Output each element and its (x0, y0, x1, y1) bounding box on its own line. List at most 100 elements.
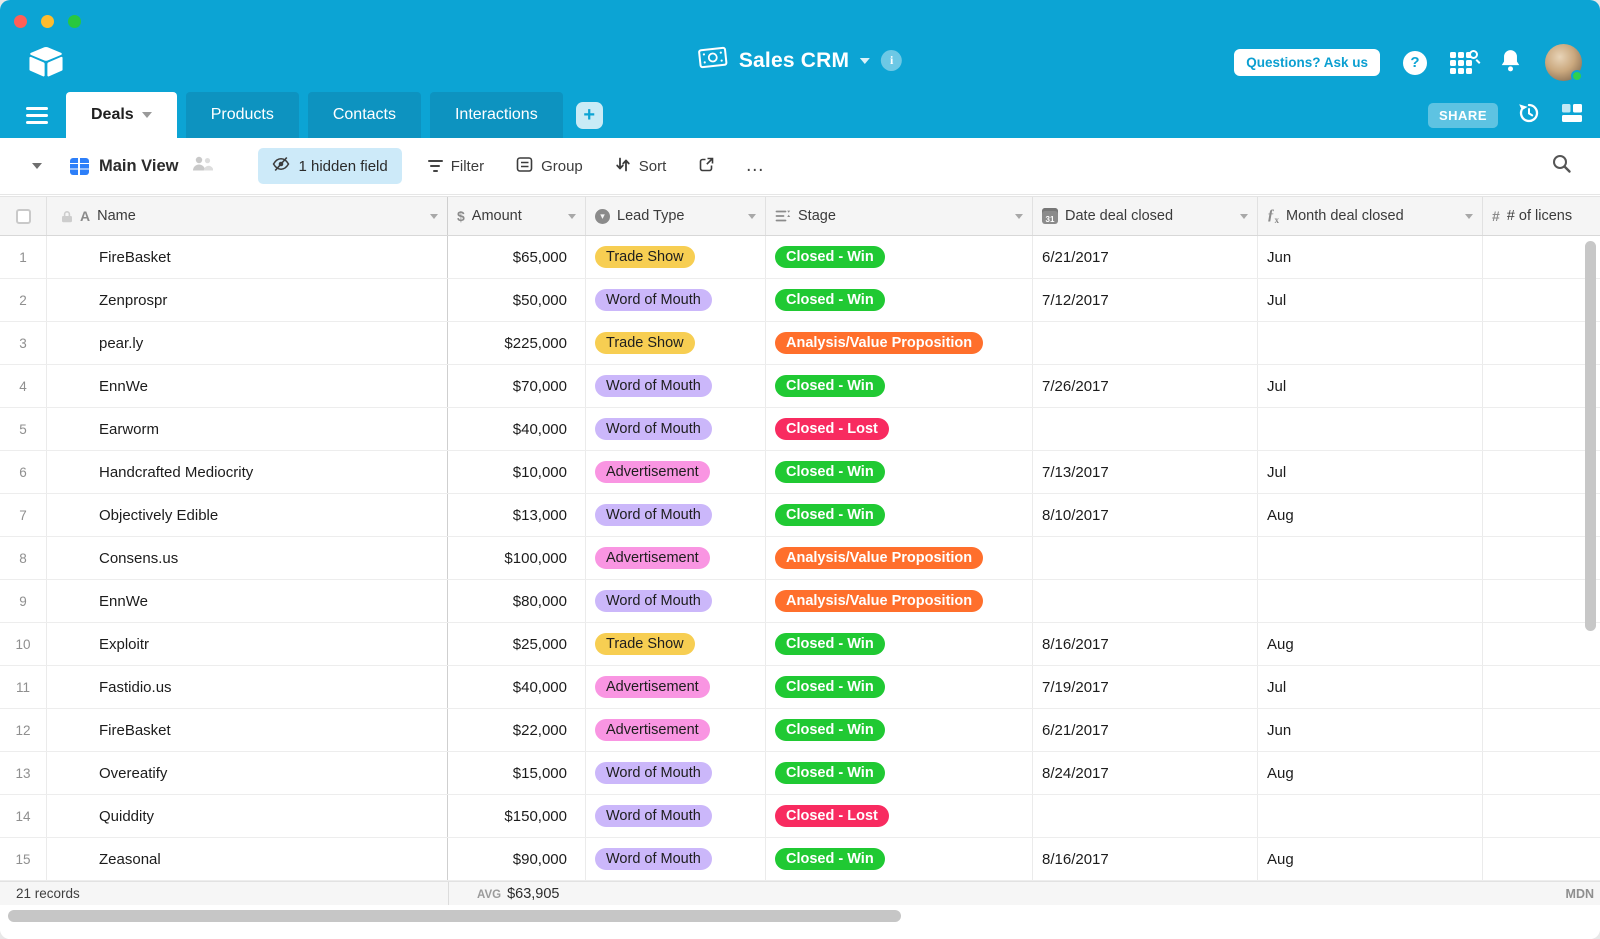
close-window-button[interactable] (14, 15, 27, 28)
cell-date_closed[interactable]: 8/16/2017 (1033, 838, 1258, 880)
cell-stage[interactable]: Closed - Win (766, 838, 1033, 880)
row-number[interactable]: 5 (0, 408, 47, 450)
row-number[interactable]: 9 (0, 580, 47, 622)
cell-licenses[interactable] (1483, 279, 1600, 321)
cell-lead_type[interactable]: Trade Show (586, 623, 766, 665)
cell-month_closed[interactable]: Aug (1258, 752, 1483, 794)
help-icon[interactable]: ? (1403, 50, 1427, 75)
cell-name[interactable]: Exploitr (47, 623, 448, 665)
filter-button[interactable]: Filter (427, 158, 484, 175)
cell-licenses[interactable] (1483, 494, 1600, 536)
column-menu-caret-icon[interactable] (430, 213, 438, 219)
cell-name[interactable]: FireBasket (47, 236, 448, 278)
cell-name[interactable]: EnnWe (47, 365, 448, 407)
cell-licenses[interactable] (1483, 666, 1600, 708)
cell-stage[interactable]: Closed - Lost (766, 408, 1033, 450)
cell-licenses[interactable] (1483, 236, 1600, 278)
cell-date_closed[interactable] (1033, 537, 1258, 579)
avatar[interactable] (1545, 44, 1583, 82)
cell-lead_type[interactable]: Advertisement (586, 709, 766, 751)
row-number[interactable]: 6 (0, 451, 47, 493)
row-number[interactable]: 7 (0, 494, 47, 536)
cell-name[interactable]: pear.ly (47, 322, 448, 364)
cell-name[interactable]: Zenprospr (47, 279, 448, 321)
cell-lead_type[interactable]: Word of Mouth (586, 752, 766, 794)
column-menu-caret-icon[interactable] (568, 213, 576, 219)
cell-licenses[interactable] (1483, 365, 1600, 407)
cell-name[interactable]: Overeatify (47, 752, 448, 794)
airtable-logo-icon[interactable] (28, 46, 64, 82)
cell-month_closed[interactable] (1258, 322, 1483, 364)
base-menu-caret-icon[interactable] (860, 57, 871, 64)
cell-stage[interactable]: Closed - Win (766, 666, 1033, 708)
cell-month_closed[interactable] (1258, 537, 1483, 579)
cell-lead_type[interactable]: Word of Mouth (586, 408, 766, 450)
cell-licenses[interactable] (1483, 408, 1600, 450)
row-number[interactable]: 2 (0, 279, 47, 321)
amount-summary[interactable]: AVG $63,905 (477, 886, 560, 902)
cell-licenses[interactable] (1483, 580, 1600, 622)
cell-stage[interactable]: Closed - Win (766, 451, 1033, 493)
cell-name[interactable]: Handcrafted Mediocrity (47, 451, 448, 493)
cell-name[interactable]: Consens.us (47, 537, 448, 579)
cell-lead_type[interactable]: Word of Mouth (586, 580, 766, 622)
cell-name[interactable]: Quiddity (47, 795, 448, 837)
cell-month_closed[interactable]: Jun (1258, 709, 1483, 751)
row-number[interactable]: 1 (0, 236, 47, 278)
column-header-amount[interactable]: $ Amount (448, 197, 586, 235)
cell-licenses[interactable] (1483, 752, 1600, 794)
cell-date_closed[interactable]: 8/16/2017 (1033, 623, 1258, 665)
cell-lead_type[interactable]: Word of Mouth (586, 838, 766, 880)
share-button[interactable]: SHARE (1427, 102, 1498, 128)
row-number[interactable]: 14 (0, 795, 47, 837)
column-menu-caret-icon[interactable] (748, 213, 756, 219)
cell-name[interactable]: Zeasonal (47, 838, 448, 880)
cell-stage[interactable]: Analysis/Value Proposition (766, 537, 1033, 579)
cell-date_closed[interactable]: 6/21/2017 (1033, 709, 1258, 751)
cell-amount[interactable]: $40,000 (448, 408, 586, 450)
tab-interactions[interactable]: Interactions (429, 92, 563, 138)
column-menu-caret-icon[interactable] (1240, 213, 1248, 219)
cell-amount[interactable]: $100,000 (448, 537, 586, 579)
cell-lead_type[interactable]: Word of Mouth (586, 795, 766, 837)
cell-month_closed[interactable] (1258, 408, 1483, 450)
cell-amount[interactable]: $70,000 (448, 365, 586, 407)
column-header-lead_type[interactable]: ▾ Lead Type (586, 197, 766, 235)
cell-name[interactable]: EnnWe (47, 580, 448, 622)
cell-amount[interactable]: $150,000 (448, 795, 586, 837)
cell-month_closed[interactable]: Jul (1258, 365, 1483, 407)
info-icon[interactable]: i (881, 50, 903, 71)
cell-amount[interactable]: $225,000 (448, 322, 586, 364)
cell-month_closed[interactable]: Jul (1258, 279, 1483, 321)
cell-month_closed[interactable]: Aug (1258, 494, 1483, 536)
row-number[interactable]: 8 (0, 537, 47, 579)
column-header-stage[interactable]: Stage (766, 197, 1033, 235)
cell-licenses[interactable] (1483, 451, 1600, 493)
cell-date_closed[interactable]: 8/24/2017 (1033, 752, 1258, 794)
history-icon[interactable] (1517, 101, 1541, 130)
cell-month_closed[interactable]: Aug (1258, 838, 1483, 880)
cell-stage[interactable]: Closed - Win (766, 752, 1033, 794)
minimize-window-button[interactable] (41, 15, 54, 28)
select-all-cell[interactable] (0, 197, 47, 235)
cell-amount[interactable]: $65,000 (448, 236, 586, 278)
questions-ask-us-button[interactable]: Questions? Ask us (1234, 49, 1380, 76)
sort-button[interactable]: Sort (615, 156, 666, 177)
cell-amount[interactable]: $13,000 (448, 494, 586, 536)
select-all-checkbox[interactable] (15, 208, 31, 224)
cell-licenses[interactable] (1483, 537, 1600, 579)
cell-name[interactable]: Fastidio.us (47, 666, 448, 708)
apps-search-icon[interactable] (1450, 49, 1478, 76)
chevron-down-icon[interactable] (141, 112, 152, 118)
cell-amount[interactable]: $80,000 (448, 580, 586, 622)
search-icon[interactable] (1551, 153, 1572, 179)
cell-amount[interactable]: $40,000 (448, 666, 586, 708)
row-number[interactable]: 15 (0, 838, 47, 880)
vertical-scrollbar[interactable] (1585, 241, 1596, 631)
cell-stage[interactable]: Analysis/Value Proposition (766, 322, 1033, 364)
column-menu-caret-icon[interactable] (1465, 213, 1473, 219)
column-header-date_closed[interactable]: 31 Date deal closed (1033, 197, 1258, 235)
cell-name[interactable]: Objectively Edible (47, 494, 448, 536)
cell-date_closed[interactable]: 8/10/2017 (1033, 494, 1258, 536)
hidden-fields-button[interactable]: 1 hidden field (258, 148, 402, 184)
